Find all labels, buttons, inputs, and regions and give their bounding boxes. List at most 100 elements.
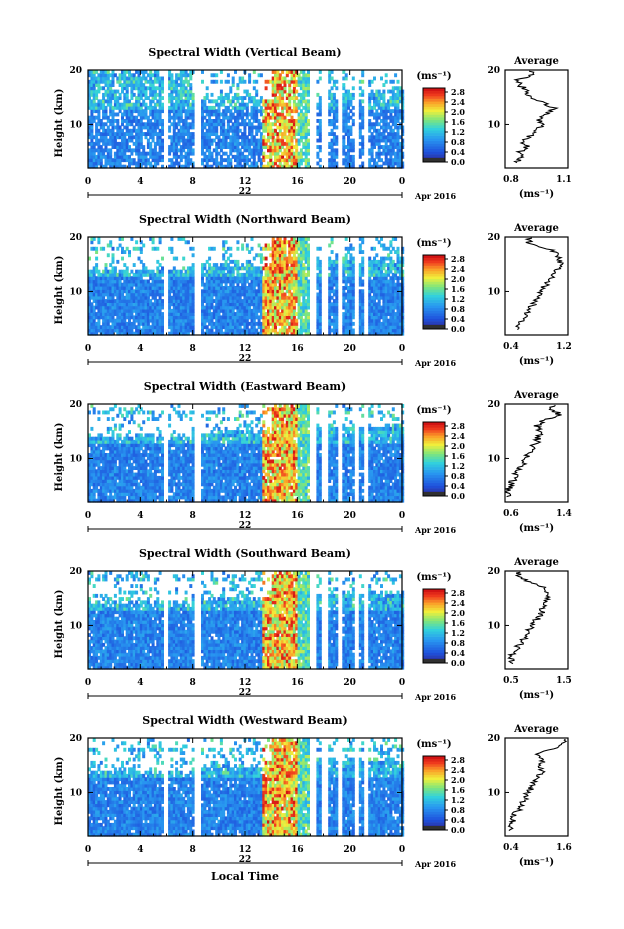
heatmap-cell [104,164,108,169]
heatmap-cell [222,145,226,149]
heatmap-cell [172,115,176,120]
heatmap-cell [156,135,160,140]
heatmap-cell [128,73,131,78]
heatmap-cell [170,164,174,169]
heatmap-cell [307,312,310,316]
date-label: Apr 2016 [414,191,457,201]
heatmap-cell [106,154,110,159]
heatmap-cell [111,96,115,100]
heatmap-cell [139,83,143,87]
heatmap-cell [217,122,221,127]
heatmap-cell [222,128,226,133]
heatmap-cell [125,119,129,123]
heatmap-cell [210,125,214,130]
heatmap-cell [149,99,153,104]
heatmap-cell [142,112,146,117]
heatmap-cell [106,79,110,84]
heatmap-cell [149,135,153,140]
heatmap-cell [123,154,127,159]
heatmap-cell [123,102,127,107]
heatmap-cell [161,119,164,123]
heatmap-cell [186,105,190,110]
heatmap-cell [172,119,176,123]
heatmap-cell [212,99,216,104]
heatmap-cell [184,125,188,130]
heatmap-cell [144,70,148,74]
heatmap-cell [139,158,143,163]
heatmap-cell [118,161,122,166]
heatmap-cell [102,115,106,120]
heatmap-cell [111,119,115,123]
heatmap-cell [229,148,233,153]
heatmap-cell [186,112,190,117]
heatmap-cell [139,89,143,94]
heatmap-cell [229,102,233,107]
heatmap-cell [179,115,183,120]
heatmap-cell [168,151,172,156]
heatmap-cell [153,76,157,81]
heatmap-cell [161,105,164,110]
average-x-tick-label: 1.1 [556,175,572,185]
heatmap-cell [106,102,110,107]
heatmap-cell [189,102,193,107]
heatmap-cell [168,112,172,117]
heatmap-cell [161,138,164,143]
heatmap-cell [170,109,174,114]
heatmap-cell [128,154,131,159]
heatmap-cell [106,89,110,94]
heatmap-cell [97,128,101,133]
heatmap-cell [130,112,134,117]
heatmap-cell [361,135,365,140]
heatmap-cell [137,83,141,87]
heatmap-cell [128,161,131,166]
heatmap-cell [116,141,120,146]
colorbar-step [423,132,445,136]
heatmap-cell [205,112,209,117]
heatmap-cell [116,96,120,100]
heatmap-cell [224,132,228,136]
heatmap-cell [118,73,122,78]
heatmap-cell [182,256,186,261]
heatmap-cell [106,138,110,143]
heatmap-cell [125,96,129,100]
heatmap-cell [90,145,94,149]
heatmap-cell [130,73,134,78]
heatmap-cell [123,109,127,114]
heatmap-cell [95,105,99,110]
heatmap-cell [203,115,207,120]
heatmap-cell [168,119,172,123]
heatmap-cell [153,148,157,153]
heatmap-cell [182,83,186,87]
heatmap-cell [241,243,245,248]
colorbar: 2.82.42.01.61.20.80.40.0 [422,87,465,167]
heatmap-cell [219,122,223,127]
panel-title: Spectral Width (Vertical Beam) [148,46,341,59]
heatmap-cell [109,151,113,156]
heatmap-cell [90,76,94,81]
heatmap-cell [182,102,186,107]
colorbar-tick-label: 1.6 [451,117,465,127]
heatmap-cell [151,79,155,84]
heatmap-cell [104,141,108,146]
heatmap-cell [175,141,179,146]
heatmap-cell [146,119,150,123]
heatmap-cell [118,105,122,110]
colorbar-step [423,138,445,142]
heatmap-cell [88,115,91,120]
heatmap-cell [90,148,94,153]
heatmap-cell [307,99,310,104]
heatmap-cell [215,99,219,104]
heatmap-cell [184,115,188,120]
heatmap-cell [109,141,113,146]
heatmap-cell [97,89,101,94]
heatmap-cell [111,141,115,146]
heatmap-cell [158,148,162,153]
heatmap-cell [106,148,110,153]
heatmap-cell [111,83,115,87]
heatmap-cell [184,161,188,166]
heatmap-cell [158,92,162,97]
heatmap-cell [139,70,143,74]
heatmap-cell [125,141,129,146]
heatmap-cell [123,86,127,91]
heatmap-cell [158,96,162,100]
